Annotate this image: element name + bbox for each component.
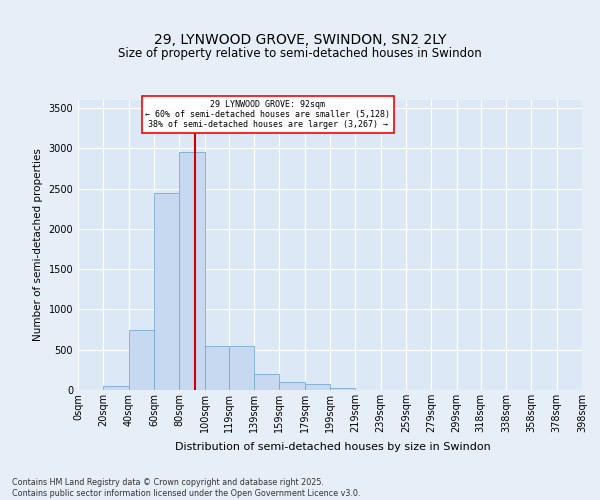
Bar: [128, 330, 154, 390]
Text: 29, LYNWOOD GROVE, SWINDON, SN2 2LY: 29, LYNWOOD GROVE, SWINDON, SN2 2LY: [154, 32, 446, 46]
Bar: [179, 152, 205, 390]
Text: Contains HM Land Registry data © Crown copyright and database right 2025.
Contai: Contains HM Land Registry data © Crown c…: [12, 478, 361, 498]
Bar: [280, 382, 305, 390]
Bar: [229, 346, 254, 390]
Bar: [154, 192, 179, 390]
Bar: [254, 374, 280, 390]
Text: Size of property relative to semi-detached houses in Swindon: Size of property relative to semi-detach…: [118, 48, 482, 60]
Y-axis label: Number of semi-detached properties: Number of semi-detached properties: [33, 148, 43, 342]
Bar: [205, 346, 229, 390]
Text: Distribution of semi-detached houses by size in Swindon: Distribution of semi-detached houses by …: [175, 442, 491, 452]
Bar: [305, 384, 330, 390]
Bar: [103, 386, 128, 390]
Text: 29 LYNWOOD GROVE: 92sqm
← 60% of semi-detached houses are smaller (5,128)
38% of: 29 LYNWOOD GROVE: 92sqm ← 60% of semi-de…: [145, 100, 391, 130]
Bar: [330, 388, 355, 390]
